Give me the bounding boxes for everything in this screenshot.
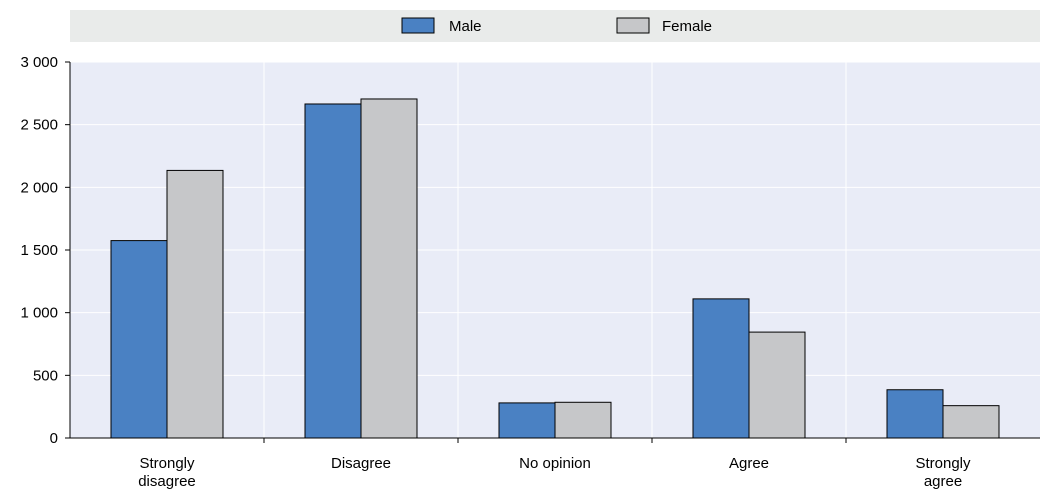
y-tick-label: 500 <box>33 367 58 384</box>
x-category-label: Disagree <box>331 455 391 472</box>
y-tick-label: 0 <box>50 430 58 447</box>
x-category-label: No opinion <box>519 455 591 472</box>
y-tick-label: 1 000 <box>20 305 58 322</box>
y-axis-ticks: 0 500 1 000 1 500 2 000 2 500 3 000 <box>20 54 70 447</box>
legend-background <box>70 10 1040 42</box>
x-category-label: Strongly agree <box>915 455 971 490</box>
bars <box>110 98 1000 439</box>
bar-male-3 <box>692 298 750 439</box>
legend-swatch-male <box>401 17 435 34</box>
legend-swatch-female <box>616 17 650 34</box>
gridlines <box>70 61 1040 438</box>
y-tick-label: 1 500 <box>20 242 58 259</box>
y-tick-label: 2 000 <box>20 179 58 196</box>
x-category-label: Strongly disagree <box>138 455 196 490</box>
bar-female-2 <box>554 401 612 439</box>
x-category-label: Agree <box>729 455 769 472</box>
legend-label-male: Male <box>449 18 482 35</box>
x-axis-labels: Strongly disagree Disagree No opinion Agree S… <box>138 455 971 490</box>
bar-male-4 <box>886 389 944 439</box>
bar-female-1 <box>360 98 418 439</box>
legend-label-female: Female <box>662 18 712 35</box>
bar-female-4 <box>942 405 1000 439</box>
legend: Male Female <box>401 17 712 35</box>
bar-male-1 <box>304 103 362 439</box>
y-tick-label: 3 000 <box>20 54 58 71</box>
bar-female-0 <box>166 169 224 439</box>
bar-female-3 <box>748 331 806 439</box>
bar-male-0 <box>110 240 168 439</box>
bar-male-2 <box>498 402 556 439</box>
y-tick-label: 2 500 <box>20 117 58 134</box>
